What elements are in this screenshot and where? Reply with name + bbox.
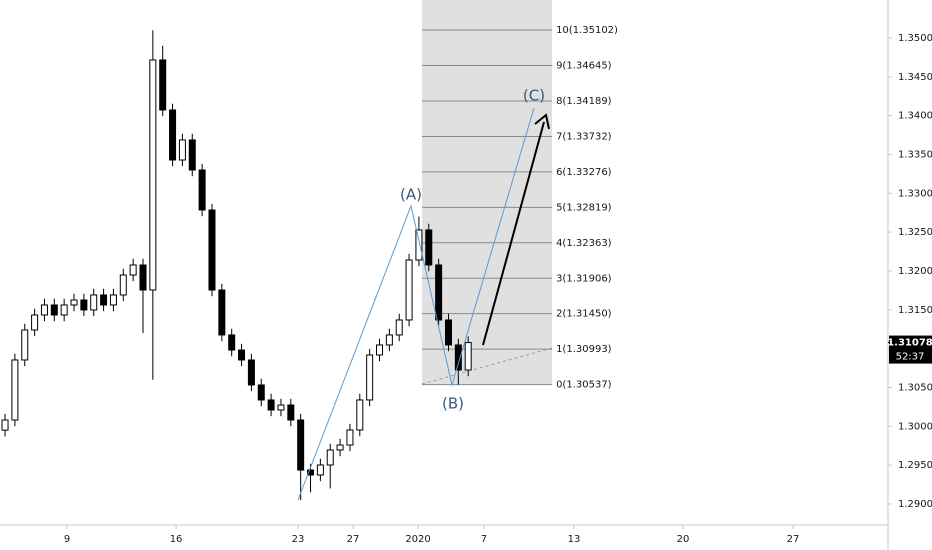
candle-body	[238, 349, 246, 361]
arrow-line	[482, 121, 545, 346]
arrow-head	[534, 113, 550, 130]
x-tick-label: 16	[170, 534, 183, 545]
candle-body	[316, 464, 324, 476]
candle-body	[149, 59, 157, 291]
candle-body	[405, 259, 413, 321]
wave-line	[297, 107, 535, 501]
y-tick-label: 1.35000	[898, 33, 932, 44]
fib-label: 10(1.35102)	[556, 25, 618, 36]
candle-body	[218, 289, 226, 336]
candle-body	[21, 329, 29, 361]
axes: 1.290001.295001.300001.305001.310001.315…	[64, 33, 932, 545]
fib-label: 8(1.34189)	[556, 96, 612, 107]
x-tick-label: 27	[347, 534, 360, 545]
candles	[1, 30, 472, 501]
fib-label: 6(1.33276)	[556, 167, 612, 178]
candle-body	[277, 404, 285, 411]
candle-body	[129, 264, 137, 276]
candle-body	[169, 109, 177, 161]
candle-body	[297, 419, 305, 471]
candle-body	[159, 59, 167, 111]
candle-body	[376, 344, 384, 356]
x-tick-label: 9	[64, 534, 70, 545]
candle-body	[385, 334, 393, 346]
candle-body	[435, 264, 443, 321]
y-tick-label: 1.29000	[898, 499, 932, 510]
x-tick-label: 20	[677, 534, 690, 545]
countdown: 52:37	[896, 352, 925, 363]
candle-body	[257, 384, 265, 401]
last-price-box	[889, 335, 932, 364]
candle-body	[464, 342, 472, 371]
candle-body	[70, 299, 78, 306]
last-price-label: 1.31078	[887, 338, 932, 349]
candle-body	[356, 399, 364, 431]
fib-label: 5(1.32819)	[556, 202, 612, 213]
candle-body	[454, 344, 462, 371]
candle-body	[247, 359, 255, 386]
candle-body	[326, 449, 334, 466]
fib-label: 1(1.30993)	[556, 344, 612, 355]
y-tick-label: 1.34500	[898, 72, 932, 83]
y-tick-label: 1.31500	[898, 305, 932, 316]
x-tick-label: 13	[568, 534, 581, 545]
candle-body	[100, 294, 108, 306]
fib-label: 3(1.31906)	[556, 273, 612, 284]
fib-label: 0(1.30537)	[556, 380, 612, 391]
trend-dashed	[421, 347, 553, 385]
candle-body	[90, 294, 98, 311]
annotation: (A)	[400, 186, 422, 204]
y-tick-label: 1.32000	[898, 266, 932, 277]
candle-body	[1, 419, 9, 431]
candle-body	[366, 354, 374, 401]
candle-body	[40, 304, 48, 316]
candle-body	[415, 229, 423, 261]
y-tick-label: 1.33500	[898, 149, 932, 160]
candle-body	[287, 404, 295, 421]
y-tick-label: 1.29500	[898, 460, 932, 471]
fib-label: 2(1.31450)	[556, 309, 612, 320]
candle-body	[208, 209, 216, 291]
x-tick-label: 27	[787, 534, 800, 545]
candle-body	[11, 359, 19, 421]
x-tick-label: 2020	[405, 534, 430, 545]
fib-area	[421, 0, 553, 385]
candle-body	[80, 299, 88, 311]
candle-body	[444, 319, 452, 346]
fib-box: 0(1.30537) 1(1.30993) 2(1.31450) 3(1.31906)…	[421, 0, 618, 391]
y-tick-label: 1.30500	[898, 382, 932, 393]
candle-body	[228, 334, 236, 351]
x-tick-label: 7	[481, 534, 487, 545]
candle-body	[307, 469, 315, 476]
candle-body	[425, 229, 433, 266]
candle-body	[139, 264, 147, 291]
candle-body	[119, 274, 127, 296]
y-tick-label: 1.34000	[898, 111, 932, 122]
y-tick-label: 1.32500	[898, 227, 932, 238]
candle-body	[346, 429, 354, 446]
candle-body	[336, 444, 344, 451]
candle-body	[267, 399, 275, 411]
candle-body	[50, 304, 58, 316]
y-tick-label: 1.33000	[898, 188, 932, 199]
candle-body	[198, 169, 206, 211]
candle-body	[188, 139, 196, 171]
candle-body	[395, 319, 403, 336]
candle-body	[31, 314, 39, 331]
candle-body	[178, 139, 186, 161]
candle-body	[60, 304, 68, 316]
fib-label: 4(1.32363)	[556, 238, 612, 249]
annotation: (B)	[442, 395, 464, 413]
fib-label: 7(1.33732)	[556, 131, 612, 142]
fib-label: 9(1.34645)	[556, 61, 612, 72]
x-tick-label: 23	[292, 534, 305, 545]
y-tick-label: 1.30000	[898, 421, 932, 432]
annotation: (C)	[523, 87, 545, 105]
candle-body	[109, 294, 117, 306]
